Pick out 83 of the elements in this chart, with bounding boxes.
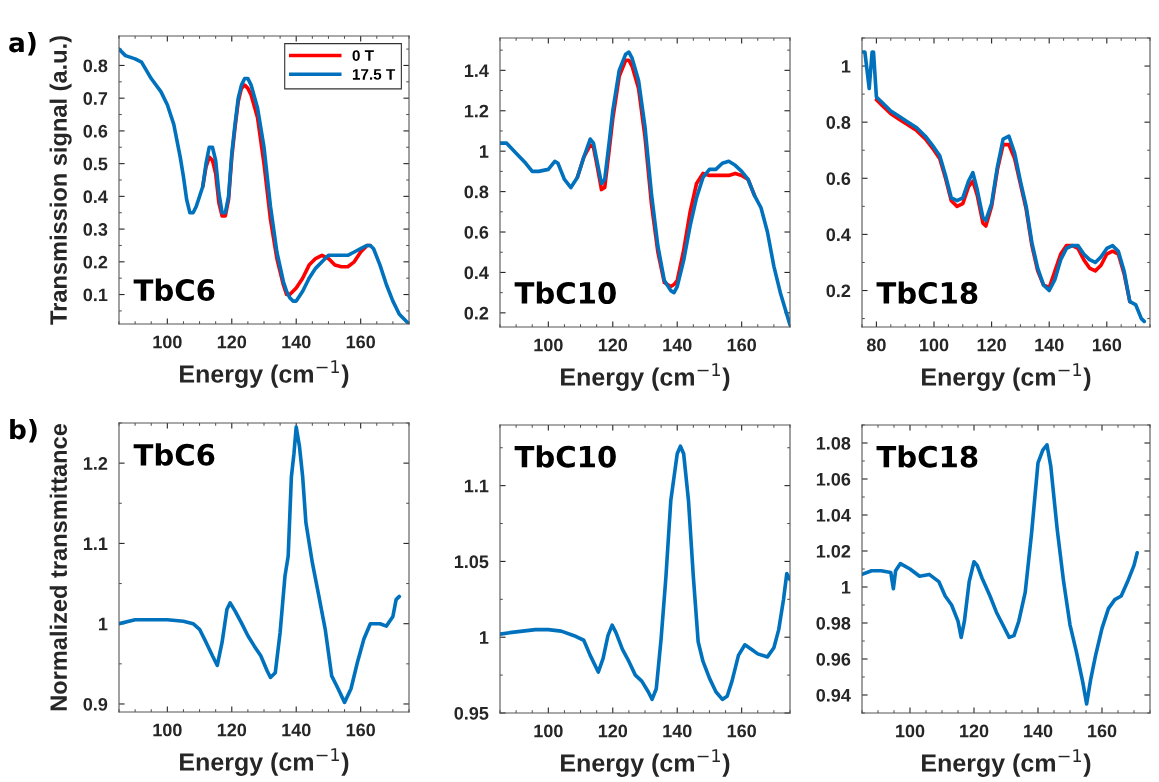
x-tick-label: 100: [896, 724, 925, 738]
text: TbC18: [876, 281, 978, 305]
x-tick-label: 160: [727, 724, 756, 738]
y-tick-label: 0.94: [816, 688, 851, 702]
y-tick-label: 1: [479, 145, 489, 158]
line-series: [862, 442, 1140, 706]
x-tick-label: 120: [960, 724, 989, 738]
x-tick-label: 100: [534, 724, 563, 738]
text: TbC10: [514, 445, 616, 468]
x-tick-label: 140: [663, 338, 692, 352]
line-series: [119, 425, 402, 705]
y-tick-label: 1.06: [816, 472, 851, 486]
x-tick-label: 120: [217, 335, 247, 349]
x-tick-label: 160: [727, 338, 756, 352]
x-tick-label: 120: [217, 723, 247, 737]
y-tick-label: 0.8: [83, 59, 108, 73]
y-tick-label: 0.2: [83, 255, 108, 269]
line-series: [500, 444, 790, 702]
y-tick-label: 1.08: [816, 436, 851, 450]
x-tick-label: 120: [598, 338, 628, 352]
text: TbC6: [133, 443, 215, 466]
x-tick-label: 160: [1092, 338, 1122, 352]
x-tick-label: 120: [977, 338, 1006, 352]
text: TbC10: [514, 281, 616, 305]
y-tick-label: 0.7: [83, 92, 108, 105]
x-tick-label: 100: [534, 338, 563, 352]
y-tick-label: 1.02: [816, 544, 851, 558]
y-tick-label: 0.5: [83, 157, 108, 171]
y-tick-label: 1.1: [464, 479, 489, 493]
x-tick-label: 100: [153, 335, 182, 349]
y-tick-label: 1: [479, 631, 489, 644]
x-tick-label: 120: [598, 724, 628, 738]
y-tick-label: 1.04: [816, 508, 851, 522]
y-tick-label: 1: [841, 60, 851, 73]
y-tick-label: 1.2: [83, 457, 108, 470]
y-tick-label: 0.4: [826, 228, 851, 242]
y-tick-label: 1: [841, 581, 851, 594]
y-tick-label: 1: [98, 617, 108, 631]
y-tick-label: 0.4: [83, 190, 108, 204]
y-tick-label: 0.95: [454, 706, 489, 720]
x-axis-title: Energy (cm$^{−1}$): [561, 363, 730, 391]
x-tick-label: 100: [153, 723, 182, 737]
x-tick-label: 140: [282, 723, 311, 737]
y-tick-label: 0.6: [826, 172, 851, 186]
text: TbC18: [876, 445, 978, 468]
legend-label: 17.5 T: [352, 69, 396, 80]
y-tick-label: 0.9: [83, 697, 108, 711]
y-axis-title: Normalized transmittance: [49, 423, 68, 711]
y-tick-label: 0.3: [83, 223, 108, 236]
y-axis-title: Transmission signal (a.u.): [49, 36, 72, 325]
line-series: [862, 50, 1147, 324]
x-axis-title: Energy (cm$^{−1}$): [922, 363, 1091, 391]
y-tick-label: 0.2: [826, 284, 851, 298]
x-axis-title: Energy (cm$^{−1}$): [922, 749, 1091, 777]
y-tick-label: 0.4: [464, 266, 489, 280]
y-tick-label: 0.1: [83, 288, 108, 302]
x-tick-label: 140: [663, 724, 692, 738]
x-tick-label: 80: [866, 338, 886, 352]
x-tick-label: 100: [920, 338, 949, 352]
y-tick-label: 1.1: [83, 537, 108, 550]
y-tick-label: 0.98: [816, 616, 851, 630]
x-tick-label: 140: [1024, 724, 1053, 738]
x-tick-label: 160: [346, 335, 375, 349]
x-axis-title: Energy (cm$^{−1}$): [561, 749, 730, 777]
x-tick-label: 140: [1035, 338, 1064, 352]
x-axis-title: Energy (cm$^{−1}$): [180, 360, 349, 388]
x-tick-label: 160: [1088, 724, 1117, 738]
y-tick-label: 1.2: [464, 104, 489, 118]
y-tick-label: 0.8: [826, 116, 851, 129]
y-tick-label: 0.2: [464, 306, 489, 320]
text: a): [9, 32, 36, 56]
y-tick-label: 1.05: [454, 555, 489, 569]
y-tick-label: 0.96: [816, 652, 851, 666]
y-tick-label: 0.6: [464, 225, 489, 239]
y-tick-label: 0.6: [83, 124, 108, 138]
y-tick-label: 1.4: [464, 64, 489, 77]
x-axis-title: Energy (cm$^{−1}$): [180, 748, 349, 776]
legend-label: 0 T: [352, 50, 374, 61]
y-tick-label: 0.8: [464, 185, 489, 199]
x-tick-label: 140: [282, 335, 311, 349]
text: b): [10, 419, 37, 443]
text: TbC6: [133, 278, 215, 302]
x-tick-label: 160: [346, 723, 375, 737]
